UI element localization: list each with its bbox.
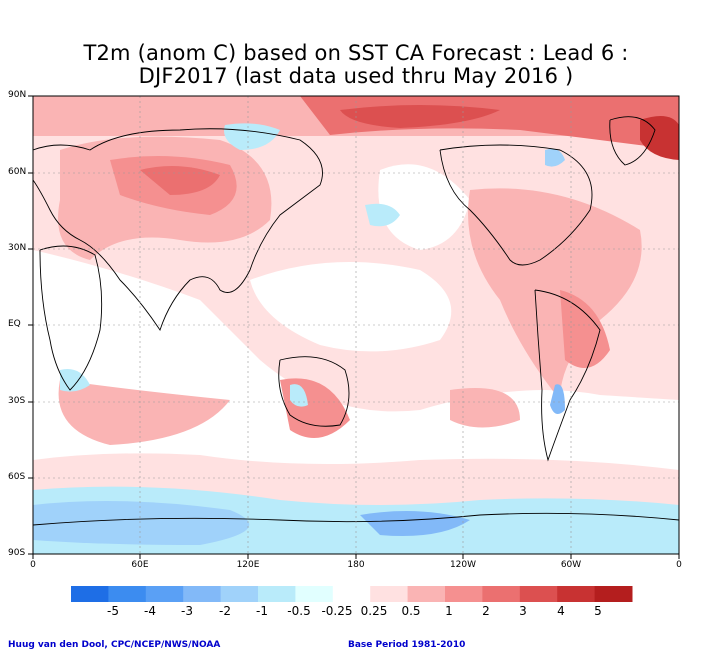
legend-label: -0.25 [321,604,353,618]
grid-lines [33,96,679,554]
arctic-hot-core [340,105,500,128]
footer-author: Huug van den Dool, CPC/NCEP/NWS/NOAA [8,640,221,650]
legend-swatch [108,586,147,602]
legend-label: -0.5 [287,604,311,618]
legend-label: 0.5 [401,604,421,618]
legend-label: -4 [144,604,156,618]
lat-label-eq: EQ [8,319,21,329]
neutral-north-pacific [378,164,470,250]
legend-label: 5 [594,604,602,618]
legend-label: -1 [256,604,268,618]
legend-swatch [370,586,409,602]
axis-ticks [28,95,680,559]
antarctic-cool-west [33,501,250,545]
hudson-cool [545,148,565,167]
lon-label-120e: 120E [236,560,260,570]
greenland-outline [609,116,656,166]
antarctica-outline [33,512,679,526]
legend-label: 2 [482,604,490,618]
north-america-outline [439,144,593,266]
australia-outline [278,356,350,427]
map-title-line2: DJF2017 (last data used thru May 2016 ) [138,64,574,88]
anomaly-field [33,96,679,554]
legend-swatch [258,586,296,602]
north-atlantic-hot [640,116,679,160]
map-title-line1: T2m (anom C) based on SST CA Forecast : … [83,41,629,65]
legend-swatch [71,586,109,602]
lat-label-30n: 30N [8,243,27,253]
legend-label: 0.25 [360,604,388,618]
legend-swatch [145,586,184,602]
legend-swatch [482,586,521,602]
south-pacific-warm [450,388,520,428]
legend-label: -3 [181,604,193,618]
eurasia-outline [33,128,323,332]
legend-swatch [445,586,483,602]
legend-swatch [183,586,222,602]
lon-label-60w: 60W [560,560,582,570]
indonesia-cool [290,384,308,407]
coastlines [33,116,679,526]
north-pacific-cool [365,203,400,227]
legend-swatch [220,586,259,602]
lon-label-60e: 60E [131,560,149,570]
footer-base-period: Base Period 1981-2010 [348,640,466,650]
lon-label-120w: 120W [449,560,477,570]
lat-label-60s: 60S [8,472,26,482]
lon-label-0-left: 0 [30,560,36,570]
lat-label-90s: 90S [8,548,26,558]
south-america-warm [560,290,610,368]
legend-swatch [557,586,596,602]
south-indian-warm [58,380,230,445]
legend-label: 3 [519,604,527,618]
legend-swatch [295,586,334,602]
legend-swatch [519,586,558,602]
africa-outline [39,245,103,391]
neutral-central-pacific [250,262,452,352]
legend-colorbar [71,586,633,602]
andes-cool [550,384,565,414]
ross-sea-cool [360,511,470,536]
legend-label: 4 [557,604,565,618]
lon-label-180: 180 [347,560,365,570]
legend-label: -2 [219,604,231,618]
legend-label: -5 [107,604,119,618]
legend-swatch [407,586,446,602]
lat-label-90n: 90N [8,90,27,100]
lat-label-30s: 30S [8,396,26,406]
south-america-outline [534,289,601,462]
lat-label-60n: 60N [8,167,27,177]
legend-swatch [594,586,633,602]
legend-swatch [332,586,371,602]
legend-label: 1 [445,604,453,618]
lon-label-0-right: 0 [676,560,682,570]
